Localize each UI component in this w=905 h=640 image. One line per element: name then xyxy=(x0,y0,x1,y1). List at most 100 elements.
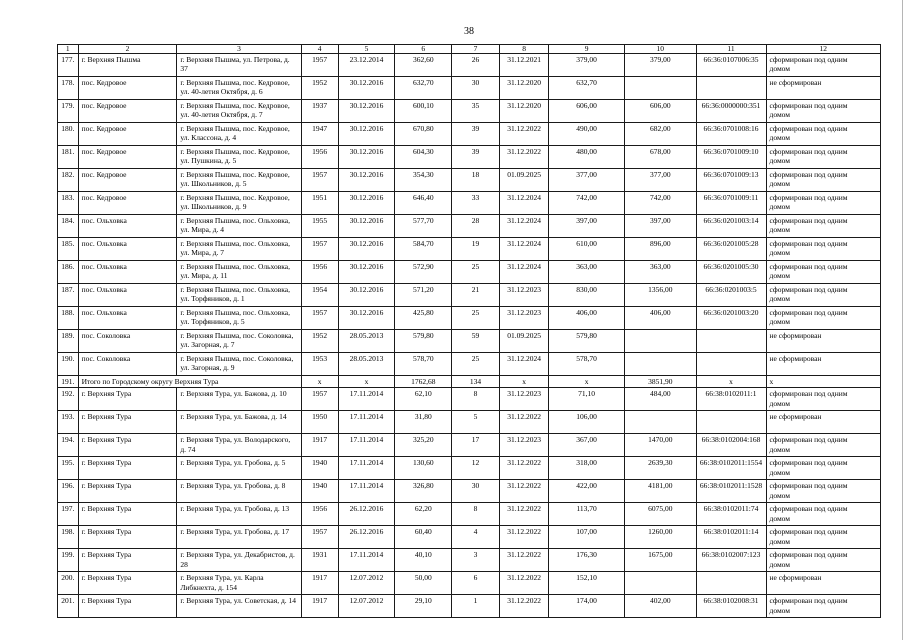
table-cell: сформирован под одним домом xyxy=(765,145,882,170)
table-cell: 17.11.2014 xyxy=(337,433,396,458)
table-row: 190. пос. Соколовка г. Верхняя Пышма, пос.… xyxy=(57,352,882,377)
table-cell: не сформирован xyxy=(765,329,882,354)
table-cell: пос. Ольховка xyxy=(77,260,178,285)
table-cell: не сформирован xyxy=(765,352,882,377)
table-cell: 31.12.2022 xyxy=(498,456,550,481)
table-cell: 28.05.2013 xyxy=(337,352,396,377)
scan-edge-line xyxy=(902,0,903,640)
table-cell: 12 xyxy=(451,456,500,481)
table-cell: 31.12.2023 xyxy=(498,283,550,308)
table-cell: 17.11.2014 xyxy=(337,387,396,412)
table-cell: 1917 xyxy=(300,594,339,619)
table-cell: 181. xyxy=(57,145,79,170)
table-cell: г. Верхняя Тура xyxy=(77,410,178,435)
table-cell: 193. xyxy=(57,410,79,435)
table-cell: 66:38:0102011:74 xyxy=(695,502,767,527)
header-cell: 5 xyxy=(337,43,396,55)
table-cell: 30 xyxy=(451,479,500,504)
table-cell: 60,40 xyxy=(394,525,453,550)
table-cell: 66:38:0102008:31 xyxy=(695,594,767,619)
table-cell xyxy=(695,76,767,101)
table-cell: 1762,68 xyxy=(394,375,453,389)
table-cell: 66:38:0102011:1554 xyxy=(695,456,767,481)
table-cell: сформирован под одним домом xyxy=(765,260,882,285)
table-cell: 177. xyxy=(57,53,79,78)
table-cell: 1956 xyxy=(300,145,339,170)
table-cell: 17.11.2014 xyxy=(337,410,396,435)
table-row: 182. пос. Кедровое г. Верхняя Пышма, пос. … xyxy=(57,168,882,193)
table-cell: сформирован под одним домом xyxy=(765,168,882,193)
table-cell: 830,00 xyxy=(548,283,625,308)
table-cell: г. Верхняя Пышма, пос. Ольховка, ул. Мир… xyxy=(176,214,302,239)
header-row: 1 2 3 4 5 6 7 8 9 10 11 12 xyxy=(57,43,882,55)
table-cell: 742,00 xyxy=(623,191,697,216)
table-cell: 1952 xyxy=(300,329,339,354)
table-cell: 1951 xyxy=(300,191,339,216)
register-table: 1 2 3 4 5 6 7 8 9 10 11 12 177. г. Верхня… xyxy=(57,43,882,619)
table-cell: 18 xyxy=(451,168,500,193)
table-cell: 742,00 xyxy=(548,191,625,216)
table-cell: 30.12.2016 xyxy=(337,306,396,331)
table-cell: г. Верхняя Тура xyxy=(77,502,178,527)
table-row: 184. пос. Ольховка г. Верхняя Пышма, пос. … xyxy=(57,214,882,239)
table-cell: 39 xyxy=(451,122,500,147)
table-cell: 397,00 xyxy=(623,214,697,239)
table-row: 178. пос. Кедровое г. Верхняя Пышма, пос. … xyxy=(57,76,882,101)
table-cell: 632,70 xyxy=(548,76,625,101)
table-cell: 19 xyxy=(451,237,500,262)
header-cell: 2 xyxy=(77,43,178,55)
table-cell: пос. Кедровое xyxy=(77,191,178,216)
table-cell: 1260,00 xyxy=(623,525,697,550)
table-cell: 604,30 xyxy=(394,145,453,170)
table-cell: 40,10 xyxy=(394,548,453,573)
table-cell: 1956 xyxy=(300,502,339,527)
table-cell: 6 xyxy=(451,571,500,596)
table-cell: x xyxy=(337,375,396,389)
table-cell: 425,80 xyxy=(394,306,453,331)
table-cell: 31.12.2020 xyxy=(498,76,550,101)
table-cell: 66:36:0201003:5 xyxy=(695,283,767,308)
header-cell: 12 xyxy=(765,43,882,55)
table-cell: 30.12.2016 xyxy=(337,76,396,101)
table-cell: 17.11.2014 xyxy=(337,548,396,573)
table-cell: 1954 xyxy=(300,283,339,308)
table-cell: 25 xyxy=(451,306,500,331)
table-row: 199. г. Верхняя Тура г. Верхняя Тура, ул. … xyxy=(57,548,882,573)
table-row: 192. г. Верхняя Тура г. Верхняя Тура, ул. … xyxy=(57,387,882,412)
table-cell: 363,00 xyxy=(548,260,625,285)
table-cell: 71,10 xyxy=(548,387,625,412)
table-cell: 66:38:0102011:14 xyxy=(695,525,767,550)
table-cell: 30.12.2016 xyxy=(337,260,396,285)
table-cell: 402,00 xyxy=(623,594,697,619)
table-row: 180. пос. Кедровое г. Верхняя Пышма, пос. … xyxy=(57,122,882,147)
table-cell: 606,00 xyxy=(623,99,697,124)
table-cell: 31.12.2022 xyxy=(498,410,550,435)
table-cell: 30 xyxy=(451,76,500,101)
table-cell: 422,00 xyxy=(548,479,625,504)
table-cell: 31.12.2022 xyxy=(498,122,550,147)
table-cell: 1 xyxy=(451,594,500,619)
table-cell: 584,70 xyxy=(394,237,453,262)
table-cell: 62,10 xyxy=(394,387,453,412)
table-cell: 31.12.2022 xyxy=(498,502,550,527)
table-cell: 26.12.2016 xyxy=(337,502,396,527)
header-cell: 10 xyxy=(623,43,697,55)
table-cell: г. Верхняя Пышма, пос. Кедровое, ул. Кла… xyxy=(176,122,302,147)
table-cell xyxy=(623,352,697,377)
table-cell: 66:36:0701008:16 xyxy=(695,122,767,147)
table-cell: 31.12.2024 xyxy=(498,237,550,262)
table-row: 193. г. Верхняя Тура г. Верхняя Тура, ул. … xyxy=(57,410,882,435)
table-cell: 12.07.2012 xyxy=(337,571,396,596)
table-cell: 31.12.2022 xyxy=(498,548,550,573)
table-cell: 28 xyxy=(451,214,500,239)
table-cell: 31.12.2023 xyxy=(498,306,550,331)
table-cell: 30.12.2016 xyxy=(337,122,396,147)
table-cell: 66:38:0102004:168 xyxy=(695,433,767,458)
table-cell: 23.12.2014 xyxy=(337,53,396,78)
table-cell: 31.12.2021 xyxy=(498,53,550,78)
table-cell: г. Верхняя Пышма, пос. Кедровое, ул. 40-… xyxy=(176,99,302,124)
table-cell: 180. xyxy=(57,122,79,147)
table-cell: 406,00 xyxy=(548,306,625,331)
table-cell: сформирован под одним домом xyxy=(765,214,882,239)
header-cell: 9 xyxy=(548,43,625,55)
